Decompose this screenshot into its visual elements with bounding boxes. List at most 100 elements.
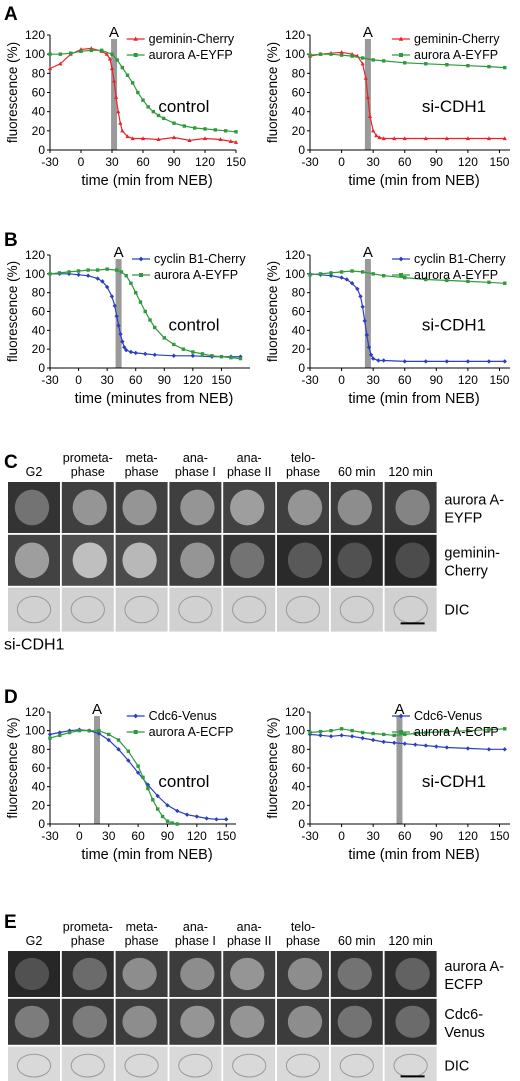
y-tick-label: 40 (32, 323, 46, 337)
y-tick-label: 20 (292, 798, 306, 812)
anaphase-marker-label: A (363, 24, 373, 41)
panel-letter-a: A (4, 4, 18, 25)
column-header: telo- (291, 920, 315, 934)
cell-outline (178, 595, 213, 624)
data-point (424, 277, 428, 282)
column-header: 60 min (338, 465, 376, 479)
data-point (307, 732, 313, 737)
cell-signal (337, 542, 372, 579)
data-point (413, 731, 417, 736)
data-point (465, 136, 470, 141)
data-point (374, 133, 379, 138)
cell-signal (337, 957, 372, 991)
x-axis-label: time (min from NEB) (81, 847, 212, 863)
y-tick-label: 100 (285, 47, 305, 61)
data-point (403, 61, 407, 65)
y-tick-label: 40 (32, 780, 46, 794)
data-point (349, 281, 355, 286)
data-point (238, 356, 243, 361)
column-header: ana- (237, 920, 262, 934)
data-point (190, 353, 196, 358)
legend-label: aurora A-ECFP (414, 725, 499, 739)
data-point (329, 728, 333, 733)
column-header: phase (71, 465, 105, 479)
data-point (136, 764, 140, 768)
data-point (116, 323, 121, 328)
legend-label: aurora A-EYFP (154, 268, 238, 282)
cell-signal (395, 489, 430, 526)
condition-annotation: control (158, 772, 209, 791)
data-point (130, 136, 135, 141)
x-tick-label: -30 (41, 155, 59, 169)
data-point (445, 278, 449, 283)
x-tick-label: 120 (458, 373, 478, 387)
data-point (365, 94, 370, 99)
cell-outline (339, 595, 374, 624)
cell-signal (14, 1005, 50, 1038)
cell-signal (14, 542, 50, 579)
data-point (349, 734, 355, 739)
y-tick-label: 80 (32, 286, 46, 300)
y-tick-label: 40 (292, 105, 306, 119)
cell-outline (232, 1053, 267, 1078)
x-tick-label: 30 (366, 155, 380, 169)
data-point (126, 749, 131, 753)
data-point (143, 309, 147, 314)
x-tick-label: 120 (183, 373, 203, 387)
y-tick-label: 0 (38, 817, 45, 831)
data-point (308, 53, 312, 57)
cell-signal (230, 957, 265, 991)
cell-signal (230, 489, 265, 526)
data-point (181, 347, 186, 351)
data-point (115, 58, 119, 62)
data-point (200, 352, 205, 356)
data-point (487, 728, 491, 732)
cell-signal (395, 957, 430, 991)
data-point (202, 136, 208, 141)
data-point (141, 98, 145, 102)
y-tick-label: 40 (292, 323, 306, 337)
column-header: 120 min (388, 465, 433, 479)
data-point (377, 135, 382, 140)
data-point (97, 728, 101, 733)
legend-label: cyclin B1-Cherry (154, 252, 246, 266)
data-point (329, 52, 333, 56)
legend-marker (398, 256, 404, 262)
x-tick-label: -30 (301, 829, 319, 843)
data-point (503, 65, 507, 70)
x-tick-label: 30 (366, 829, 380, 843)
row-label: aurora A- (444, 959, 504, 975)
y-axis-label: fluorescence (%) (265, 42, 280, 143)
x-tick-label: 60 (131, 829, 145, 843)
data-point (445, 729, 449, 734)
cell-signal (122, 1005, 157, 1038)
row-label: Cherry (444, 563, 488, 579)
y-tick-label: 80 (32, 742, 46, 756)
x-tick-label: 150 (226, 155, 246, 169)
data-point (79, 49, 83, 53)
row-label: DIC (444, 1059, 469, 1075)
row-label: geminin- (444, 545, 500, 561)
data-point (129, 281, 133, 285)
data-point (486, 359, 492, 364)
x-tick-label: -30 (301, 155, 319, 169)
data-point (145, 782, 151, 787)
y-tick-label: 0 (38, 361, 45, 375)
data-point (89, 48, 94, 53)
data-point (76, 269, 81, 273)
y-tick-label: 80 (292, 66, 306, 80)
y-tick-label: 0 (298, 143, 305, 157)
data-point (233, 140, 239, 144)
y-axis-label: fluorescence (%) (5, 261, 20, 362)
data-point (223, 129, 228, 133)
data-point (371, 58, 375, 62)
y-axis-label: fluorescence (%) (265, 261, 280, 362)
series-line (49, 47, 237, 143)
data-point (486, 747, 492, 752)
data-point (213, 128, 218, 132)
cell-signal (72, 1005, 107, 1038)
data-point (339, 53, 344, 57)
data-point (423, 136, 428, 141)
data-point (318, 729, 323, 734)
